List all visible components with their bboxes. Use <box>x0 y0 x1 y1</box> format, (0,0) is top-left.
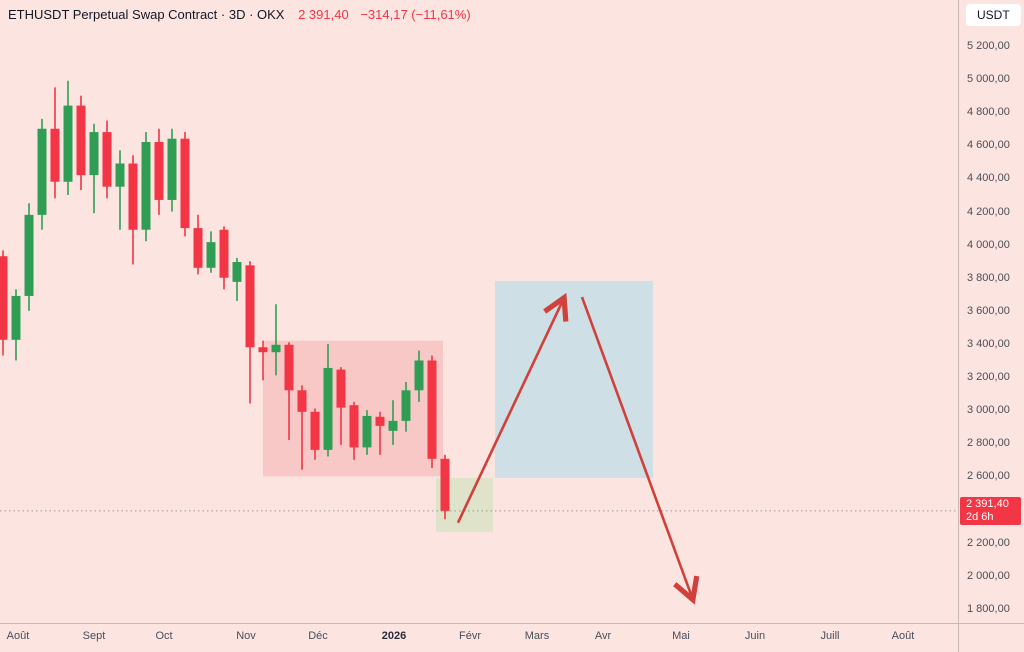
currency-toggle-button[interactable]: USDT <box>966 4 1021 26</box>
candle-up <box>388 420 398 431</box>
candle-up <box>414 360 424 391</box>
candle-down <box>219 229 229 278</box>
price-tick-label: 3 200,00 <box>967 371 1010 384</box>
candle-down <box>180 138 190 229</box>
candle-down <box>245 265 255 348</box>
time-tick-month: Juin <box>744 630 766 642</box>
price-tick-label: 3 400,00 <box>967 337 1010 350</box>
price-tick-label: 1 800,00 <box>967 602 1010 615</box>
price-tick-label: 2 000,00 <box>967 569 1010 582</box>
time-tick-month: Sept <box>82 630 106 642</box>
price-tick-label: 4 400,00 <box>967 172 1010 185</box>
candle-up <box>115 163 125 187</box>
candle-up <box>63 105 73 182</box>
price-tick-label: 5 000,00 <box>967 73 1010 86</box>
candle-up <box>89 132 99 176</box>
price-tick-label: 3 600,00 <box>967 304 1010 317</box>
last-price: 2 391,40 <box>298 7 349 22</box>
price-tick-label: 5 200,00 <box>967 40 1010 52</box>
projected-drop[interactable] <box>580 296 700 605</box>
candle-up <box>401 390 411 421</box>
price-tick-label: 3 000,00 <box>967 404 1010 417</box>
candle-up <box>24 214 34 296</box>
candle-down <box>297 390 307 412</box>
time-tick-month: Avr <box>594 630 612 642</box>
target-zone[interactable] <box>495 281 653 479</box>
candle-countdown: 2d 6h <box>966 510 994 523</box>
time-tick-month: Mars <box>524 630 550 642</box>
price-axis[interactable]: USDT 5 200,00 5 000,00 4 800,00 4 600,00 4 4… <box>958 0 1024 652</box>
candle-up <box>323 367 333 450</box>
candle-down <box>310 411 320 450</box>
candle-up <box>37 128 47 215</box>
price-tick-label: 3 800,00 <box>967 271 1010 284</box>
price-tick-label: 4 000,00 <box>967 238 1010 251</box>
candle-down <box>0 256 8 340</box>
candle-down <box>440 458 450 511</box>
candle-down <box>50 128 60 182</box>
candle-down <box>375 416 385 426</box>
price-tick-label: 4 200,00 <box>967 205 1010 218</box>
candle-down <box>128 163 138 230</box>
symbol-title[interactable]: ETHUSDT Perpetual Swap Contract · 3D · O… <box>8 7 285 22</box>
candle-up <box>271 344 281 353</box>
candle-down <box>193 228 203 268</box>
candle-down <box>349 405 359 448</box>
time-tick-month: Juill <box>820 630 840 642</box>
candle-up <box>167 138 177 200</box>
chart-pane[interactable]: ETHUSDT Perpetual Swap Contract · 3D · O… <box>0 0 958 623</box>
symbol-legend: ETHUSDT Perpetual Swap Contract · 3D · O… <box>8 7 471 22</box>
time-tick-year: 2026 <box>381 630 407 642</box>
candle-down <box>76 105 86 176</box>
time-tick-month: Nov <box>236 630 256 642</box>
time-tick-month: Août <box>891 630 915 642</box>
price-tick-label: 4 600,00 <box>967 139 1010 152</box>
candle-down <box>102 132 112 187</box>
candle-down <box>336 369 346 408</box>
time-tick-month: Août <box>6 630 30 642</box>
candle-up <box>362 415 372 448</box>
current-price-value: 2 391,40 <box>966 497 1009 510</box>
candle-up <box>232 262 242 282</box>
price-change: −314,17 (−11,61%) <box>360 7 471 22</box>
candle-down <box>154 142 164 200</box>
candle-down <box>284 344 294 391</box>
time-axis[interactable]: Août Sept Oct Nov Déc 2026 Févr Mars Avr Mai Juin J… <box>0 623 1024 652</box>
time-tick-month: Mai <box>672 630 690 642</box>
projected-rally[interactable] <box>456 292 569 524</box>
candle-down <box>427 360 437 459</box>
current-price-tag: 2 391,40 2d 6h <box>960 496 1021 525</box>
candle-down <box>258 347 268 353</box>
price-tick-label: 2 800,00 <box>967 437 1010 450</box>
candle-up <box>141 142 151 230</box>
candle-up <box>11 295 21 340</box>
candle-up <box>206 242 216 268</box>
time-tick-month: Déc <box>308 630 328 642</box>
price-tick-label: 2 600,00 <box>967 470 1010 483</box>
price-tick-label: 2 200,00 <box>967 536 1010 549</box>
price-chart-svg[interactable] <box>0 0 958 623</box>
time-tick-month: Févr <box>459 630 481 642</box>
price-tick-label: 4 800,00 <box>967 106 1010 119</box>
time-tick-month: Oct <box>155 630 173 642</box>
